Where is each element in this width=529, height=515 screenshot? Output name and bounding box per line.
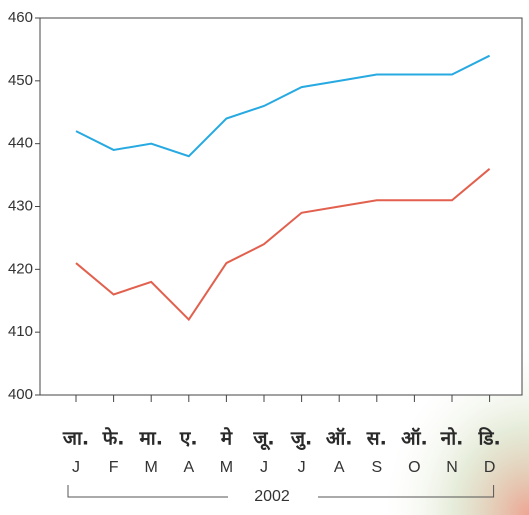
x-tick-label: मे <box>220 427 233 450</box>
x-tick-label: जू. <box>252 428 274 451</box>
series-line <box>75 54 491 158</box>
plot-frame <box>39 17 523 396</box>
x-tick-label: डि. <box>477 427 500 450</box>
x-tick-label: ऑ. <box>401 428 428 450</box>
y-tick-label: 400 <box>8 386 33 403</box>
x-tick-label: स. <box>366 428 387 450</box>
x-tick-label: फे. <box>102 427 125 450</box>
x-tick-label-secondary: J <box>298 459 306 476</box>
x-tick-label-secondary: N <box>446 459 458 476</box>
y-tick-label: 460 <box>8 9 33 26</box>
group-bracket <box>67 485 495 498</box>
y-tick-label: 450 <box>8 72 33 89</box>
x-tick-label: जा. <box>62 428 89 450</box>
x-tick-label: नो. <box>440 427 464 450</box>
x-tick-label: ए. <box>179 428 198 450</box>
x-tick-label-secondary: M <box>145 459 158 476</box>
x-tick-label-secondary: S <box>371 459 382 476</box>
y-tick-label: 440 <box>8 135 33 152</box>
x-group-label: 2002 <box>254 488 290 505</box>
x-tick-label-secondary: F <box>109 459 119 476</box>
x-tick-label: जु. <box>290 428 312 451</box>
y-tick-label: 430 <box>8 197 33 214</box>
series-line <box>75 168 491 322</box>
x-tick-label-secondary: J <box>72 459 80 476</box>
x-tick-label-secondary: D <box>484 459 496 476</box>
y-tick-label: 420 <box>8 260 33 277</box>
x-tick-label: मा. <box>138 428 163 450</box>
x-tick-label-secondary: A <box>334 459 345 476</box>
x-tick-label-secondary: J <box>260 459 268 476</box>
x-tick-label-secondary: O <box>408 459 420 476</box>
x-tick-label-secondary: A <box>183 459 194 476</box>
x-tick-label-secondary: M <box>220 459 233 476</box>
y-tick-label: 410 <box>8 323 33 340</box>
x-tick-label: ऑ. <box>326 428 353 450</box>
